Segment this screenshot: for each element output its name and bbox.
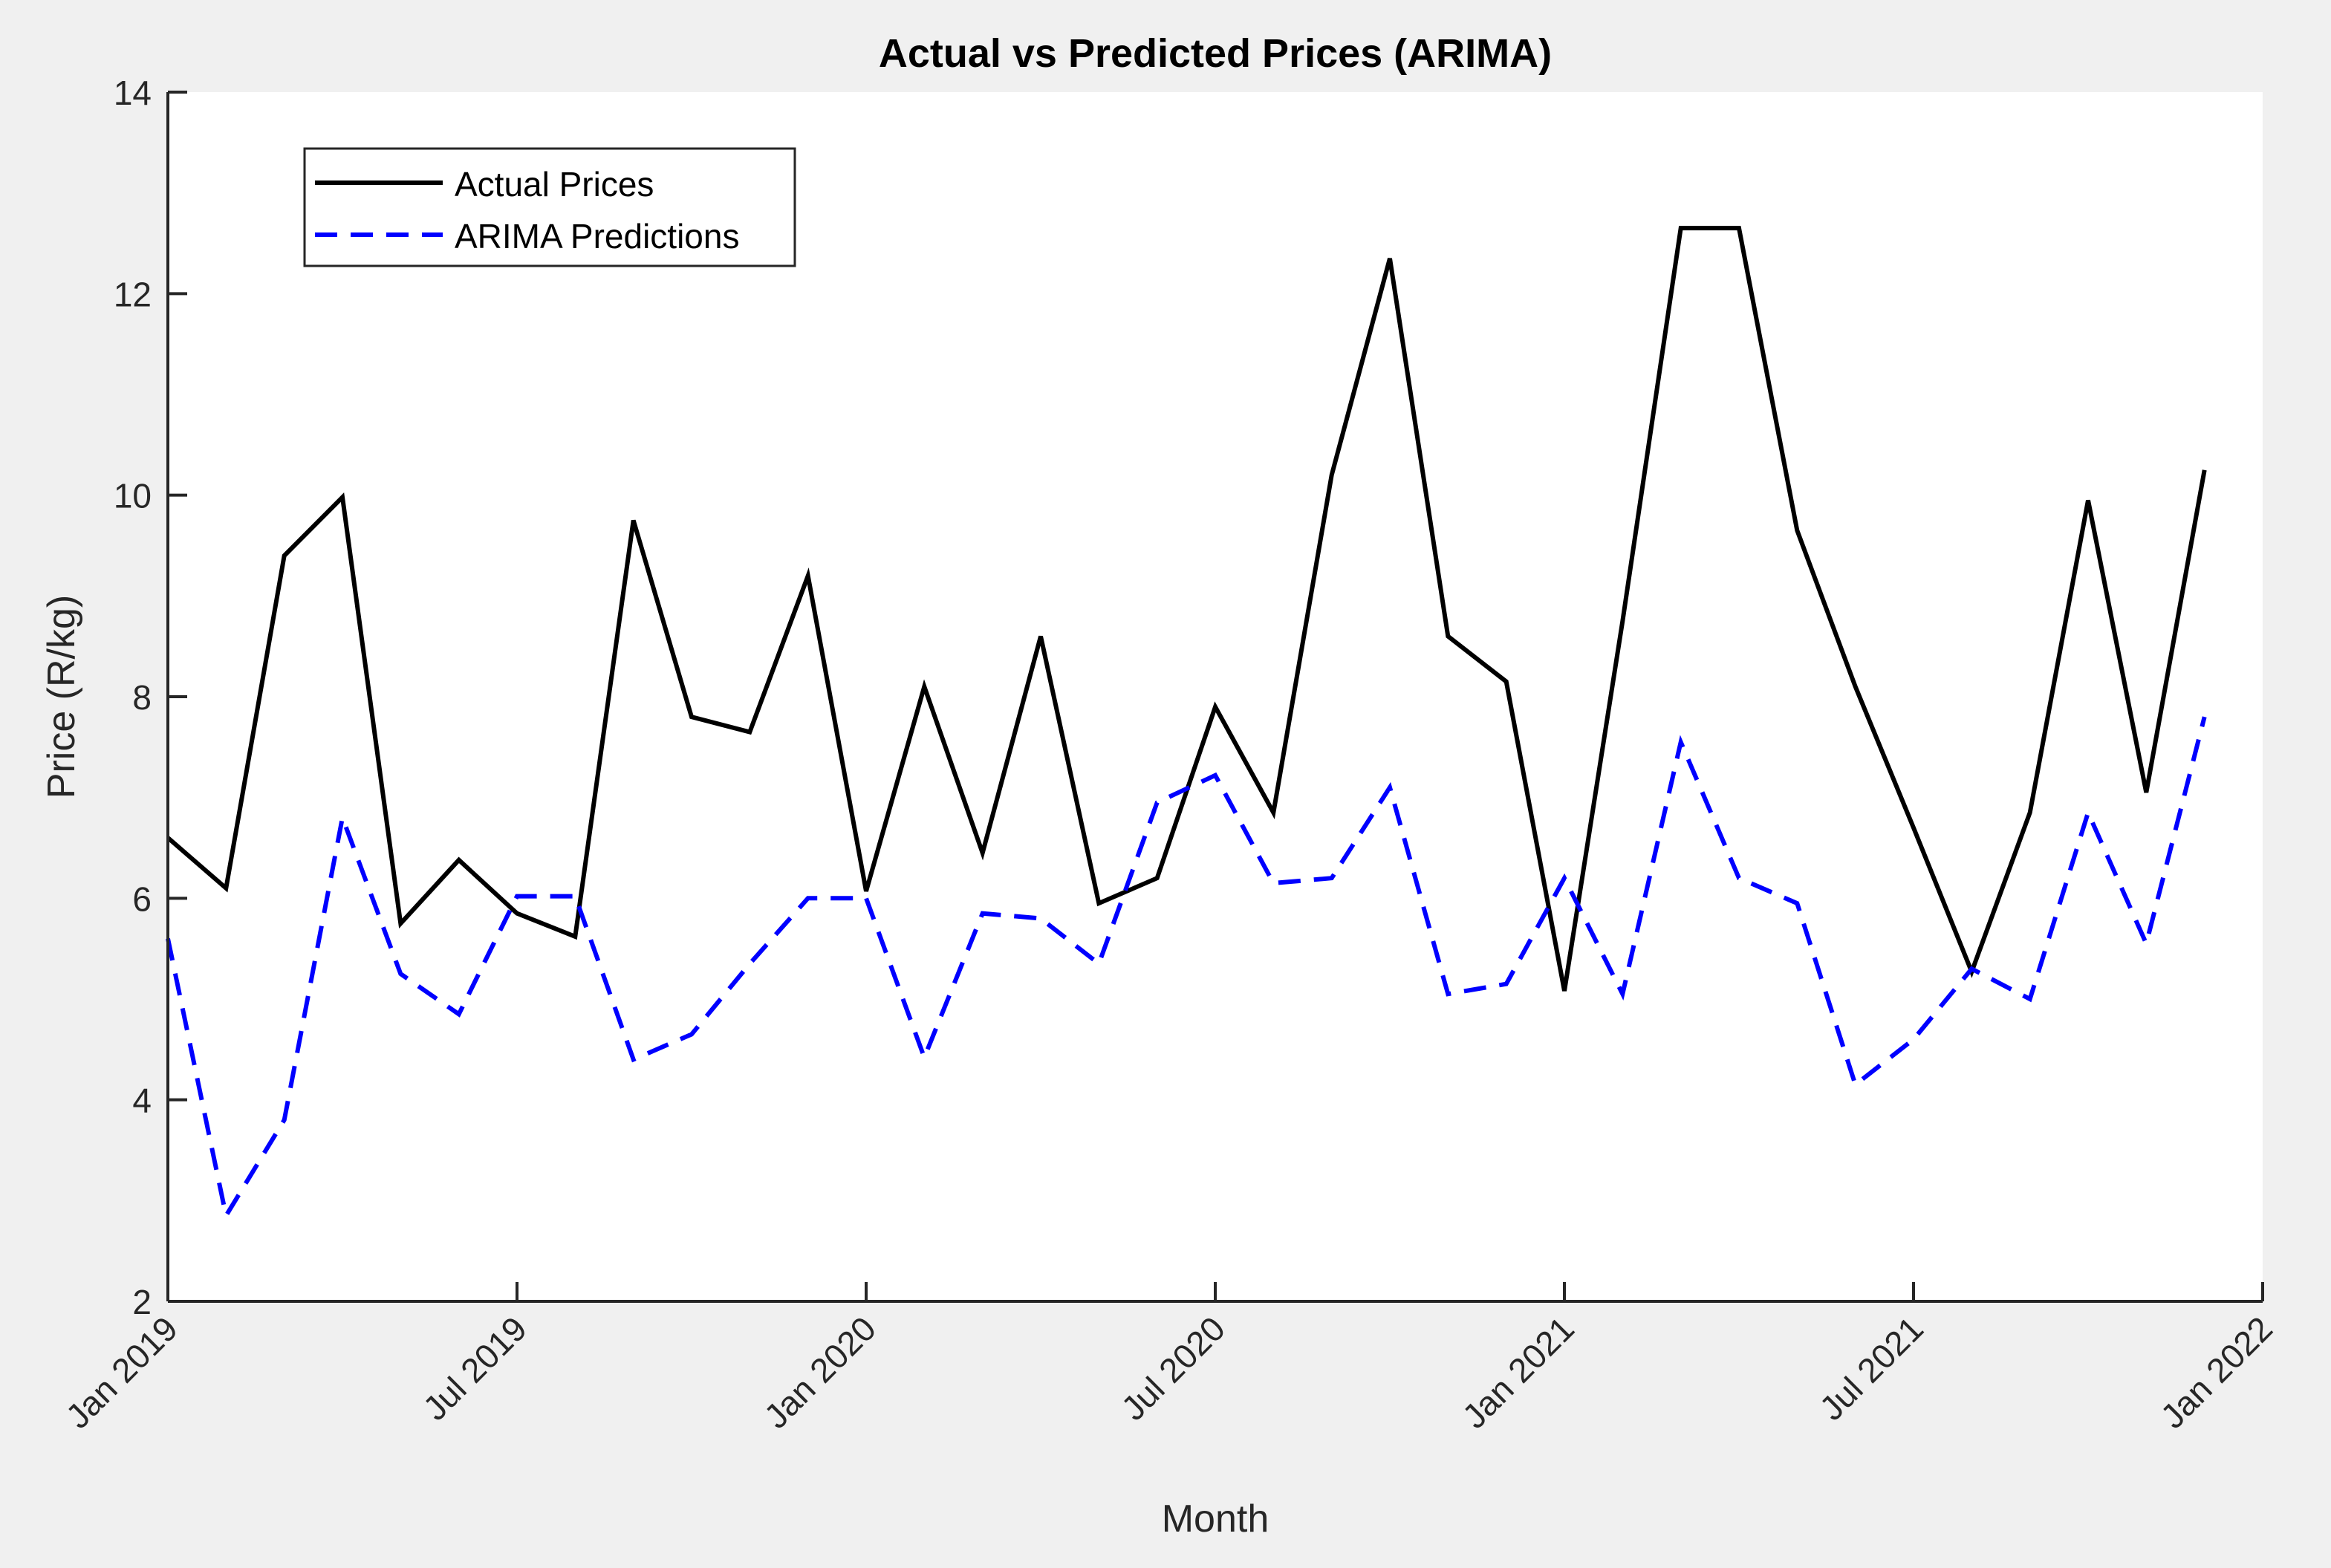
actual-price-point [1679,226,1683,230]
arima-prediction-point [864,896,868,900]
actual-price-point [457,858,461,862]
actual-price-point [1096,901,1101,905]
arima-prediction-point [1911,1037,1916,1041]
x-axis-label: Month [1162,1497,1269,1541]
series-layer [166,226,2207,1222]
arima-prediction-point [2202,715,2207,719]
series-line-arima-predictions [166,716,2207,1222]
actual-price-point [1330,473,1334,478]
actual-price-point [1388,256,1392,261]
y-tick-label: 10 [114,477,152,515]
arima-prediction-point [1096,962,1101,966]
arima-prediction-point [224,1214,228,1218]
actual-price-point [515,911,519,916]
y-tick-label: 4 [132,1081,152,1120]
actual-price-point [2086,498,2090,503]
actual-price-point [1562,989,1567,993]
arima-prediction-point [1388,785,1392,790]
arima-prediction-point [689,1032,694,1037]
actual-price-point [1038,634,1043,639]
y-tick-label: 6 [132,879,152,918]
actual-price-point [689,715,694,719]
actual-price-point [224,886,228,891]
actual-price-point [864,889,868,894]
arima-prediction-point [1795,901,1799,905]
arima-prediction-point [515,894,519,899]
actual-price-point [573,934,577,939]
legend-label-actual: Actual Prices [455,165,654,204]
actual-price-point [981,850,985,855]
legend-label-arima: ARIMA Predictions [455,217,739,256]
arima-prediction-point [1853,1082,1858,1087]
arima-prediction-point [1737,876,1741,880]
actual-price-point [1911,825,1916,830]
actual-price-point [1155,876,1160,880]
chart-title: Actual vs Predicted Prices (ARIMA) [879,31,1552,76]
arima-prediction-point [2086,810,2090,815]
actual-price-point [631,518,636,523]
arima-prediction-point [1504,982,1509,986]
plot-area [168,92,2263,1301]
y-tick-label: 14 [114,74,152,112]
actual-price-point [1504,680,1509,684]
arima-prediction-point [922,1055,926,1060]
arima-prediction-point [340,816,345,820]
arima-prediction-point [806,896,810,900]
actual-price-point [2144,790,2148,795]
actual-price-point [1446,634,1450,639]
actual-price-point [398,921,403,925]
actual-price-point [340,495,345,499]
y-axis-label: Price (R/kg) [40,595,83,798]
legend: Actual Prices ARIMA Predictions [303,147,796,267]
arima-prediction-point [631,1057,636,1061]
arima-prediction-point [1213,773,1217,778]
arima-prediction-point [1271,881,1275,885]
actual-price-point [1271,810,1275,815]
actual-price-point [922,684,926,689]
arima-prediction-point [1969,966,1974,971]
y-tick-labels: 2 4 6 8 10 12 14 [114,74,152,1321]
y-tick-label: 2 [132,1283,152,1321]
actual-price-point [1620,619,1625,623]
actual-price-point [1795,528,1799,533]
arima-prediction-point [1038,917,1043,921]
arima-prediction-point [981,911,985,916]
actual-price-point [806,573,810,578]
y-tick-label: 8 [132,678,152,717]
actual-price-point [1853,684,1858,689]
arima-prediction-point [2144,941,2148,946]
arima-prediction-point [1679,740,1683,744]
arima-prediction-point [1620,992,1625,996]
arima-prediction-point [2028,997,2032,1001]
arima-prediction-point [747,962,752,966]
series-line-actual-prices [166,226,2207,992]
actual-price-point [1737,226,1741,230]
legend-box [303,147,796,267]
actual-price-point [747,730,752,735]
arima-prediction-point [457,1012,461,1016]
actual-price-point [282,553,287,558]
arima-prediction-point [1562,876,1567,880]
arima-prediction-point [1446,992,1450,996]
arima-prediction-point [573,894,577,899]
arima-prediction-point [1330,876,1334,880]
actual-price-point [2202,468,2207,472]
arima-prediction-point [398,972,403,976]
actual-price-point [1213,705,1217,709]
y-tick-label: 12 [114,275,152,313]
arima-prediction-point [1155,800,1160,804]
arima-prediction-point [282,1118,287,1122]
actual-price-point [2028,810,2032,815]
